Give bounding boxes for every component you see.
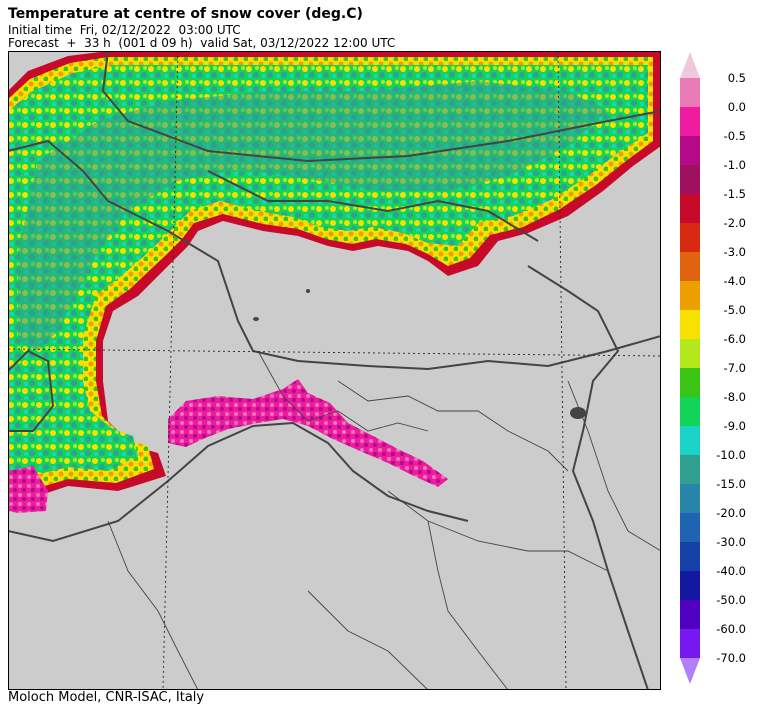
legend-swatch bbox=[680, 397, 700, 426]
legend-label: -40.0 bbox=[716, 564, 746, 578]
legend-label: -70.0 bbox=[716, 651, 746, 665]
lakes bbox=[253, 289, 586, 419]
legend-label: -3.0 bbox=[724, 245, 746, 259]
map-frame bbox=[8, 51, 661, 690]
legend-label: -2.0 bbox=[724, 216, 746, 230]
legend-swatch bbox=[680, 194, 700, 223]
footer-credit: Moloch Model, CNR-ISAC, Italy bbox=[8, 690, 205, 705]
legend-label: -1.5 bbox=[724, 187, 746, 201]
legend-label: -15.0 bbox=[716, 477, 746, 491]
legend-swatch bbox=[680, 78, 700, 107]
coastlines bbox=[8, 51, 661, 690]
map-title: Temperature at centre of snow cover (deg… bbox=[8, 6, 363, 22]
legend-swatch bbox=[680, 281, 700, 310]
legend-swatch bbox=[680, 223, 700, 252]
legend-swatch bbox=[680, 629, 700, 658]
legend-swatch bbox=[680, 484, 700, 513]
apennine-snow bbox=[168, 379, 448, 487]
legend-label: -0.5 bbox=[724, 129, 746, 143]
legend-swatch bbox=[680, 600, 700, 629]
legend-swatch bbox=[680, 513, 700, 542]
legend-swatch bbox=[680, 165, 700, 194]
legend-bottom-arrow bbox=[680, 658, 700, 684]
legend-swatch bbox=[680, 107, 700, 136]
legend-label: -10.0 bbox=[716, 448, 746, 462]
legend-label: -6.0 bbox=[724, 332, 746, 346]
legend-swatch bbox=[680, 542, 700, 571]
legend-label: 0.0 bbox=[728, 100, 746, 114]
graticule bbox=[8, 51, 661, 690]
legend-label: 0.5 bbox=[728, 71, 746, 85]
legend-swatch bbox=[680, 571, 700, 600]
legend-label: -60.0 bbox=[716, 622, 746, 636]
legend-label: -4.0 bbox=[724, 274, 746, 288]
initial-time: Initial time Fri, 02/12/2022 03:00 UTC bbox=[8, 23, 241, 37]
legend-label: -50.0 bbox=[716, 593, 746, 607]
southwest-snow-patch bbox=[8, 466, 48, 513]
color-legend: 0.5 0.0 -0.5 -1.0 -1.5 -2.0 -3.0 -4.0 -5.0 -6.0 -7… bbox=[680, 52, 746, 684]
legend-label: -5.0 bbox=[724, 303, 746, 317]
legend-label: -9.0 bbox=[724, 419, 746, 433]
legend-swatch bbox=[680, 136, 700, 165]
legend-swatch bbox=[680, 455, 700, 484]
legend-label: -30.0 bbox=[716, 535, 746, 549]
forecast-validity: Forecast + 33 h (001 d 09 h) valid Sat, … bbox=[8, 36, 396, 50]
legend-label: -8.0 bbox=[724, 390, 746, 404]
legend-swatch bbox=[680, 310, 700, 339]
legend-label: -20.0 bbox=[716, 506, 746, 520]
legend-top-arrow bbox=[680, 52, 700, 78]
legend-swatch bbox=[680, 252, 700, 281]
forecast-map bbox=[8, 51, 661, 690]
legend-swatch bbox=[680, 339, 700, 368]
legend-label: -7.0 bbox=[724, 361, 746, 375]
legend-label: -1.0 bbox=[724, 158, 746, 172]
legend-swatch bbox=[680, 368, 700, 397]
legend-swatch bbox=[680, 426, 700, 455]
